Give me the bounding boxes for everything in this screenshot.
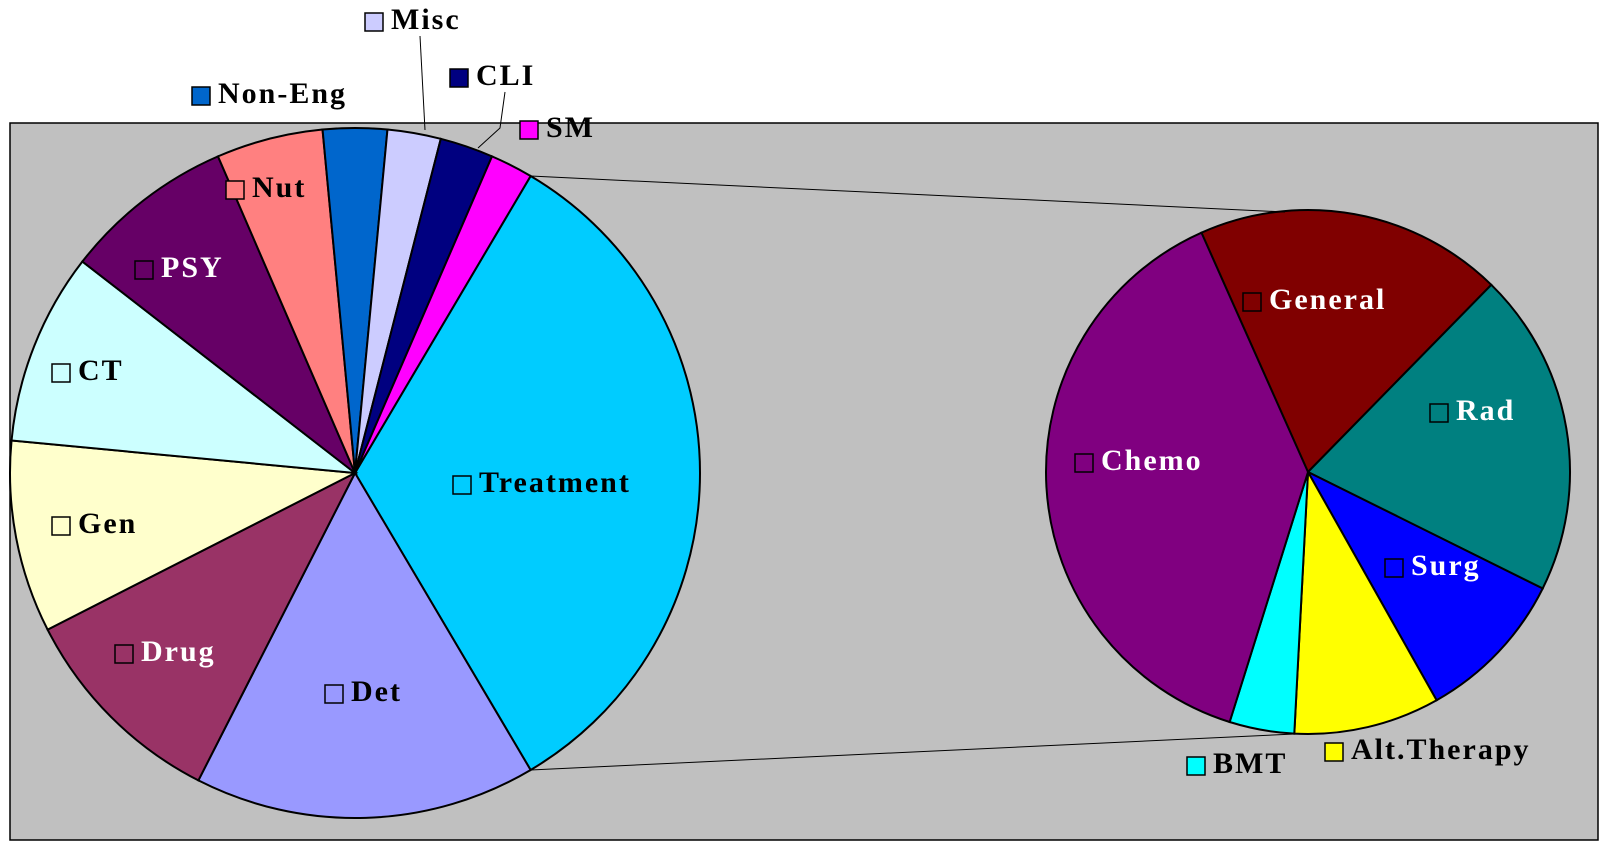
pie-slice <box>197 470 532 819</box>
slice-label: Non-Eng <box>218 77 347 110</box>
legend-key <box>225 180 245 200</box>
pie-slice <box>1045 231 1310 724</box>
slice-label: Chemo <box>1101 444 1203 477</box>
legend-key <box>1324 742 1344 762</box>
legend-key <box>364 12 384 32</box>
slice-label: PSY <box>161 251 224 284</box>
slice-label: CLI <box>476 59 535 92</box>
pie-slice <box>353 174 701 772</box>
connector-line <box>530 733 1296 771</box>
slice-label: Gen <box>78 507 137 540</box>
legend-key <box>134 260 154 280</box>
connector-line <box>530 175 1286 213</box>
legend-key <box>324 684 344 704</box>
leader-line <box>419 35 426 131</box>
slice-label: Alt.Therapy <box>1351 733 1531 766</box>
pie-slice <box>9 439 359 631</box>
legend-key <box>449 68 469 88</box>
pie-slice <box>354 155 532 474</box>
legend-key <box>51 516 71 536</box>
slice-label: Nut <box>252 171 306 204</box>
pie-slice <box>1200 209 1493 474</box>
slice-label: Treatment <box>479 466 631 499</box>
pie-slice <box>1306 283 1571 590</box>
legend-key <box>1186 756 1206 776</box>
legend-key <box>1384 558 1404 578</box>
leader-line <box>477 91 506 149</box>
slice-label: Drug <box>141 635 216 668</box>
legend-key <box>452 475 472 495</box>
slice-label: General <box>1269 283 1386 316</box>
pie-slice <box>1305 469 1545 702</box>
legend-key <box>1429 403 1449 423</box>
legend-key <box>114 644 134 664</box>
legend-key <box>51 363 71 383</box>
legend-key <box>191 86 211 106</box>
slice-label: Rad <box>1456 394 1515 427</box>
slice-label: SM <box>546 111 595 144</box>
pie-slice <box>1293 468 1438 735</box>
pie-slice <box>10 260 359 475</box>
pie-slice <box>80 155 356 474</box>
slice-label: CT <box>78 354 124 387</box>
pie-slice <box>46 470 358 782</box>
legend-key <box>519 120 539 140</box>
slice-label: BMT <box>1213 747 1287 780</box>
slice-label: Surg <box>1411 549 1481 582</box>
slice-label: Det <box>351 675 402 708</box>
slice-label: Misc <box>391 3 461 36</box>
legend-key <box>1242 292 1262 312</box>
legend-key <box>1074 453 1094 473</box>
